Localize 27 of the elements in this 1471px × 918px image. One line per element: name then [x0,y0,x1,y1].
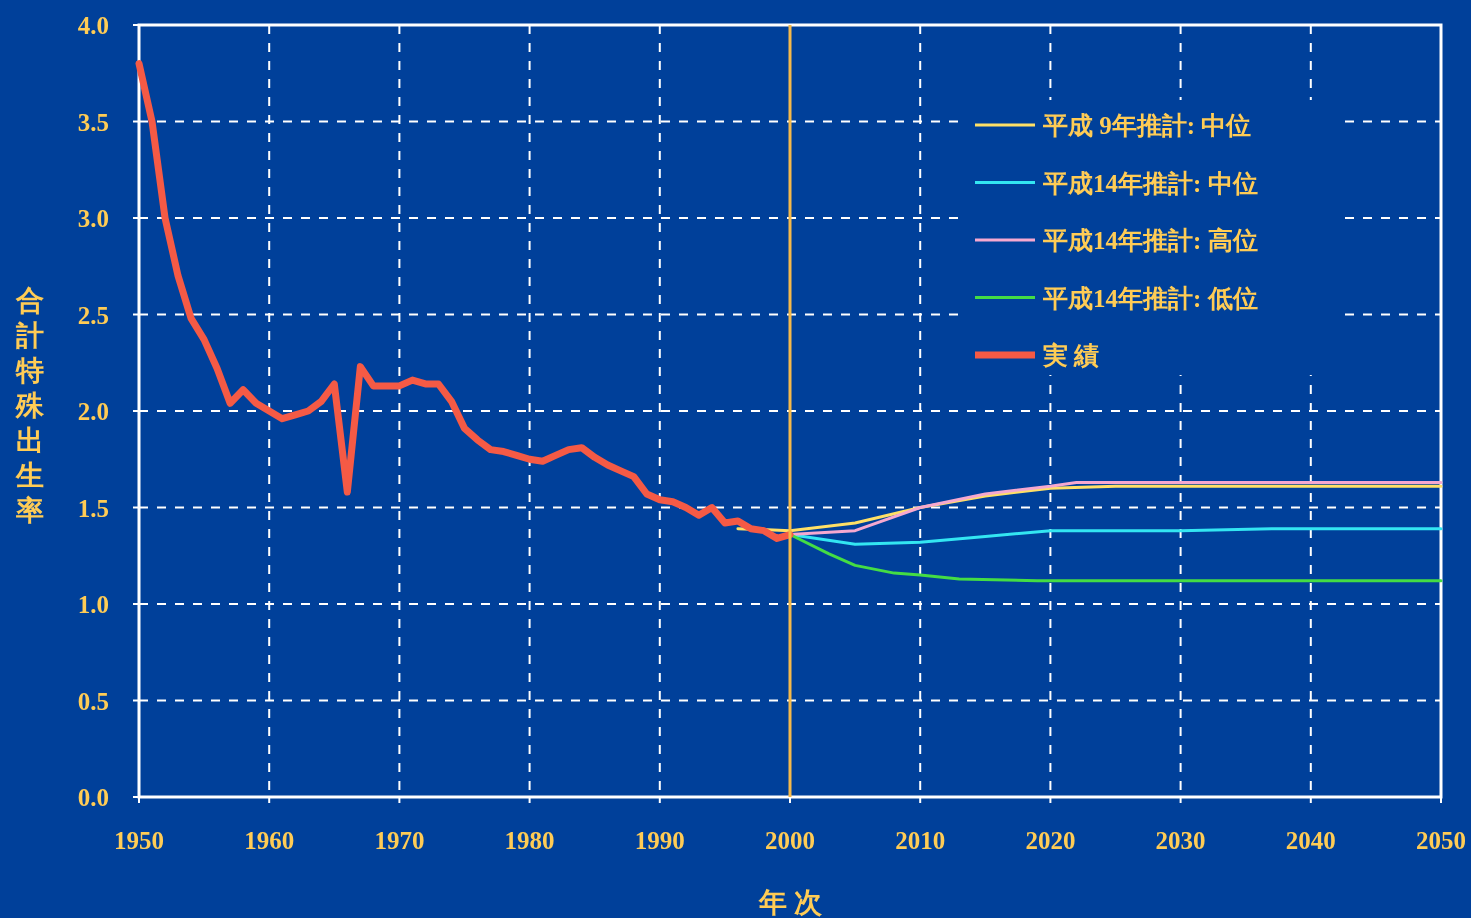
legend-label: 平成14年推計: 高位 [1042,227,1258,254]
x-tick-label: 1980 [504,827,555,854]
y-tick-label: 3.5 [77,108,109,136]
x-tick-label: 2000 [765,827,815,854]
y-tick-label: 2.0 [77,398,109,425]
x-tick-label: 1990 [634,827,685,854]
y-tick-label: 1.0 [77,591,109,618]
y-tick-label: 0.0 [77,784,109,811]
y-tick-label: 3.0 [77,205,109,232]
y-tick-label: 1.5 [77,494,109,522]
legend-label: 平成 9年推計: 中位 [1042,112,1252,139]
legend-label: 平成14年推計: 低位 [1042,284,1258,312]
x-tick-label: 2050 [1416,827,1466,854]
y-tick-label: 2.5 [77,301,109,329]
legend-label: 平成14年推計: 中位 [1042,169,1258,197]
x-tick-label: 1960 [244,827,295,854]
legend-label: 実 績 [1042,342,1100,369]
x-tick-label: 2020 [1025,827,1076,854]
y-axis-title: 合計特殊出生率 [15,285,45,526]
x-axis-title: 年 次 [757,887,823,918]
x-tick-label: 2040 [1285,827,1336,854]
x-tick-label: 1950 [114,827,164,854]
x-tick-label: 2010 [895,827,946,854]
x-tick-label: 1970 [374,827,425,854]
y-tick-label: 4.0 [77,12,109,39]
x-tick-label: 2030 [1155,827,1206,854]
y-tick-label: 0.5 [77,687,109,715]
